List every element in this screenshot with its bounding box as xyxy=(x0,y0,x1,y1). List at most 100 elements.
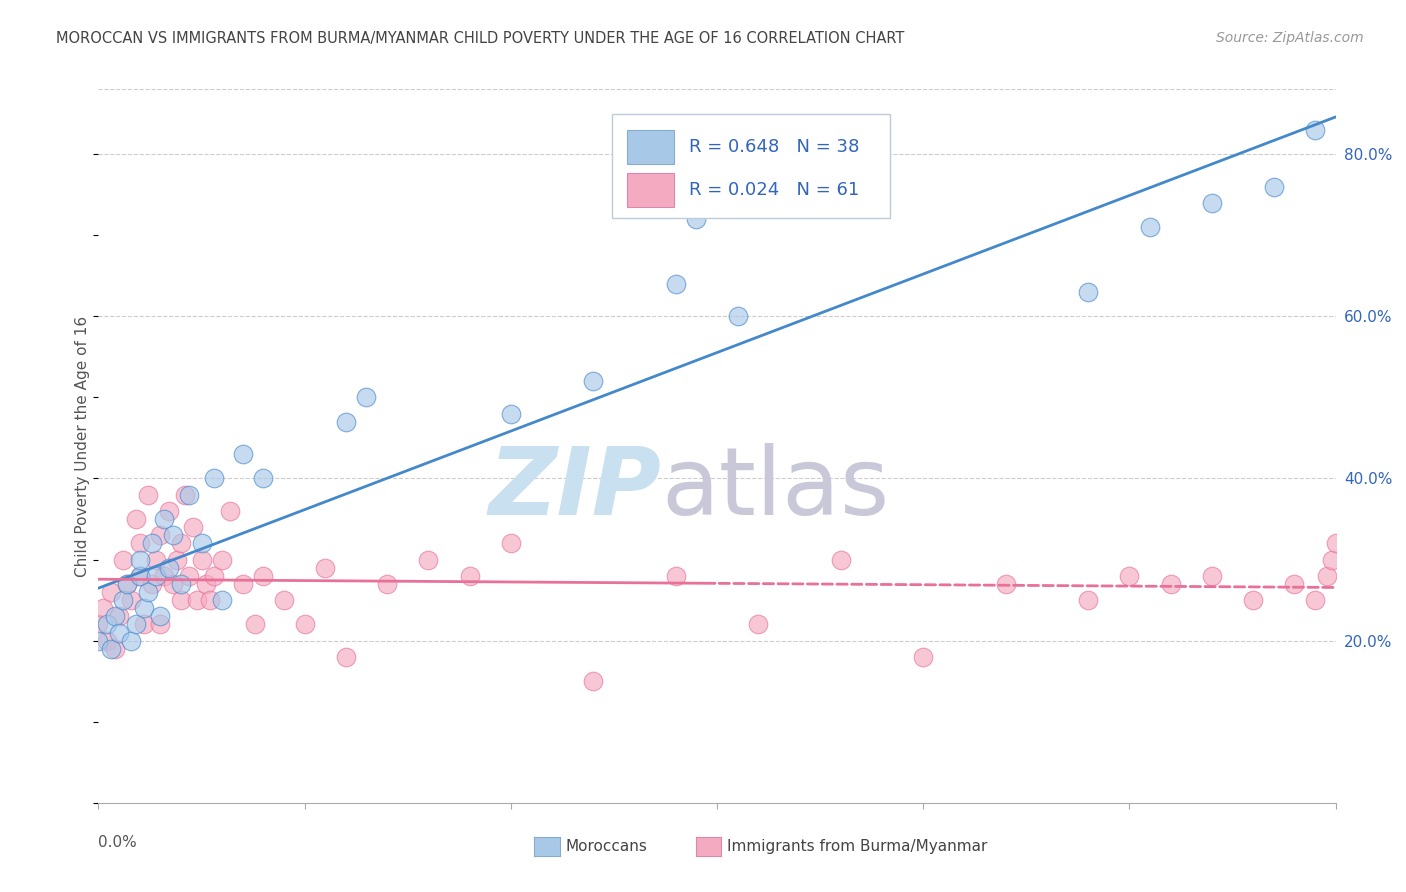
Point xyxy=(100,585,122,599)
Point xyxy=(252,471,274,485)
Point xyxy=(252,568,274,582)
Point xyxy=(104,641,127,656)
Point xyxy=(1077,285,1099,299)
Point xyxy=(179,488,201,502)
Point xyxy=(149,528,172,542)
Point xyxy=(91,601,114,615)
Point xyxy=(243,617,266,632)
Point xyxy=(96,617,118,632)
Point xyxy=(120,593,142,607)
Point xyxy=(1118,568,1140,582)
Point xyxy=(1263,179,1285,194)
Point xyxy=(273,593,295,607)
Point xyxy=(87,633,110,648)
FancyBboxPatch shape xyxy=(627,130,673,164)
Point xyxy=(335,415,357,429)
Point xyxy=(141,536,163,550)
Point xyxy=(232,447,254,461)
Point xyxy=(100,641,122,656)
Point xyxy=(1324,536,1347,550)
Point xyxy=(314,560,336,574)
Point xyxy=(727,310,749,324)
Point xyxy=(117,577,139,591)
Point xyxy=(499,536,522,550)
Point xyxy=(124,512,146,526)
Text: Source: ZipAtlas.com: Source: ZipAtlas.com xyxy=(1216,31,1364,45)
Text: MOROCCAN VS IMMIGRANTS FROM BURMA/MYANMAR CHILD POVERTY UNDER THE AGE OF 16 CORR: MOROCCAN VS IMMIGRANTS FROM BURMA/MYANMA… xyxy=(56,31,904,46)
Point xyxy=(458,568,481,582)
Point xyxy=(294,617,316,632)
Point xyxy=(375,577,398,591)
Point xyxy=(112,552,135,566)
Point xyxy=(1139,220,1161,235)
Point xyxy=(112,593,135,607)
Point xyxy=(128,568,150,582)
Point xyxy=(162,528,184,542)
Point xyxy=(198,593,221,607)
Point xyxy=(166,552,188,566)
Point xyxy=(128,536,150,550)
Point xyxy=(124,617,146,632)
Point xyxy=(153,568,176,582)
Point xyxy=(181,520,204,534)
Point xyxy=(128,552,150,566)
Point xyxy=(356,390,378,404)
Point xyxy=(132,617,155,632)
Point xyxy=(219,504,242,518)
Point xyxy=(1201,568,1223,582)
Point xyxy=(994,577,1017,591)
Point xyxy=(194,577,217,591)
Point xyxy=(145,552,167,566)
Point xyxy=(747,617,769,632)
Point xyxy=(202,568,225,582)
Point xyxy=(120,633,142,648)
Text: 0.0%: 0.0% xyxy=(98,835,138,850)
Point xyxy=(582,674,605,689)
Point xyxy=(162,577,184,591)
Y-axis label: Child Poverty Under the Age of 16: Child Poverty Under the Age of 16 xyxy=(75,316,90,576)
Point xyxy=(1303,593,1326,607)
Point xyxy=(582,374,605,388)
Point xyxy=(1241,593,1264,607)
Point xyxy=(1201,195,1223,210)
Point xyxy=(1077,593,1099,607)
Point xyxy=(96,633,118,648)
Point xyxy=(170,577,193,591)
Point xyxy=(335,649,357,664)
Point xyxy=(170,536,193,550)
Point xyxy=(87,617,110,632)
Point xyxy=(1316,568,1339,582)
Point xyxy=(108,625,131,640)
Point xyxy=(149,617,172,632)
Point xyxy=(1160,577,1182,591)
Point xyxy=(190,536,212,550)
Point xyxy=(665,568,688,582)
Point xyxy=(141,577,163,591)
FancyBboxPatch shape xyxy=(627,173,673,207)
Point xyxy=(1320,552,1343,566)
Point xyxy=(1284,577,1306,591)
Point xyxy=(128,568,150,582)
Point xyxy=(157,504,180,518)
Point xyxy=(418,552,440,566)
Text: Immigrants from Burma/Myanmar: Immigrants from Burma/Myanmar xyxy=(727,839,987,854)
Point xyxy=(1303,122,1326,136)
Point xyxy=(153,512,176,526)
FancyBboxPatch shape xyxy=(612,114,890,218)
Point xyxy=(685,211,707,226)
Point xyxy=(170,593,193,607)
Point xyxy=(104,609,127,624)
Point xyxy=(136,488,159,502)
Point xyxy=(149,609,172,624)
Point xyxy=(157,560,180,574)
Point xyxy=(174,488,197,502)
Point xyxy=(912,649,935,664)
Text: atlas: atlas xyxy=(661,442,890,535)
Point xyxy=(499,407,522,421)
Point xyxy=(232,577,254,591)
Point xyxy=(211,593,233,607)
Text: Moroccans: Moroccans xyxy=(565,839,647,854)
Point xyxy=(145,568,167,582)
Point xyxy=(665,277,688,291)
Point xyxy=(179,568,201,582)
